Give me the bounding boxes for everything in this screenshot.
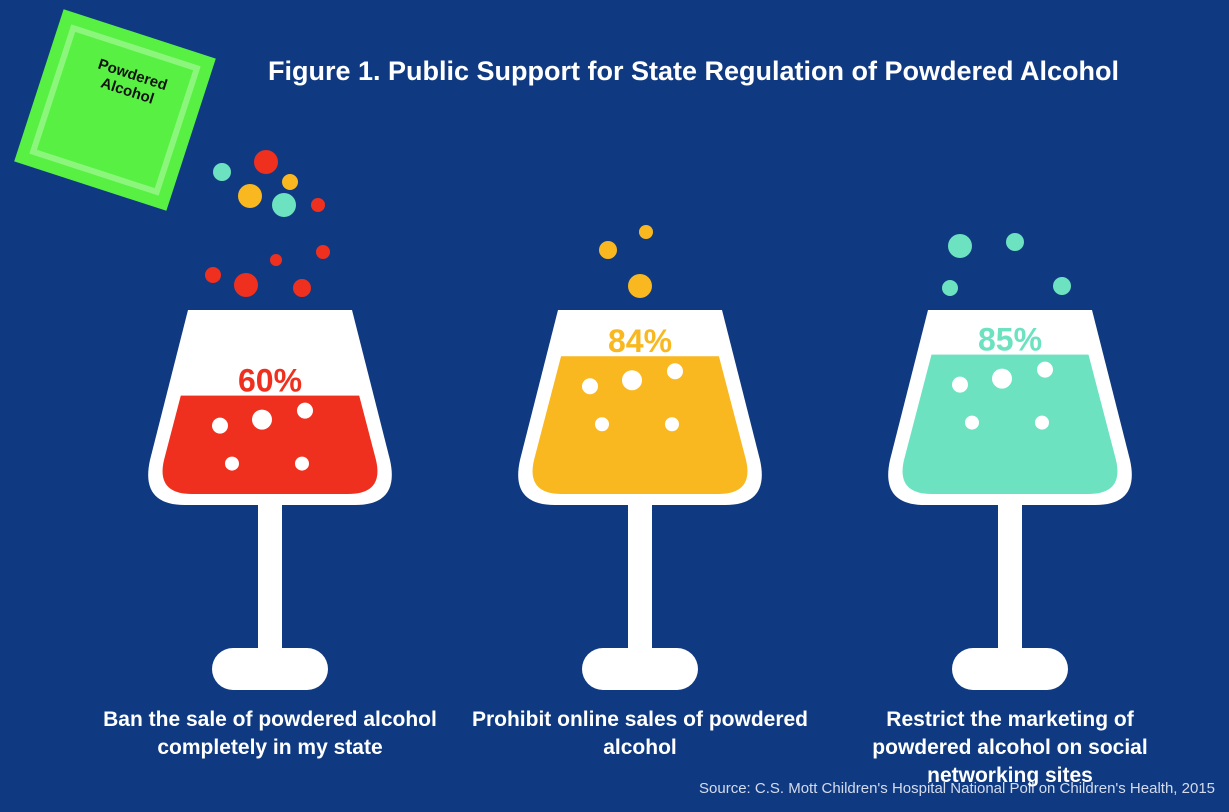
infographic: 60%84%85% Powdered Alcohol Figure 1. Pub…	[0, 0, 1229, 812]
value-label: 85%	[978, 322, 1042, 358]
glass-stem	[628, 500, 652, 655]
liquid-group	[140, 396, 400, 494]
chart: 60% 84% 85%	[0, 0, 1229, 812]
bubbles	[205, 150, 1071, 298]
bubble	[1037, 362, 1053, 378]
glass-base	[212, 648, 328, 690]
bubble	[992, 369, 1012, 389]
bubble	[212, 418, 228, 434]
category-label: Prohibit online sales of powdered alcoho…	[470, 706, 810, 762]
powder-packet	[14, 9, 216, 211]
bubble	[1035, 416, 1049, 430]
bubble	[297, 403, 313, 419]
bubble	[295, 457, 309, 471]
chart-title: Figure 1. Public Support for State Regul…	[268, 56, 1119, 87]
bubble	[252, 410, 272, 430]
bubble	[965, 416, 979, 430]
liquid	[140, 396, 400, 494]
bubble	[225, 457, 239, 471]
glass-stem	[258, 500, 282, 655]
bubble	[622, 370, 642, 390]
bubble	[595, 417, 609, 431]
glass-base	[952, 648, 1068, 690]
glass-stem	[998, 500, 1022, 655]
bubble	[582, 378, 598, 394]
glass-base	[582, 648, 698, 690]
value-label: 60%	[238, 363, 302, 399]
category-label: Restrict the marketing of powdered alcoh…	[840, 706, 1180, 790]
bubble	[667, 363, 683, 379]
category-label: Ban the sale of powdered alcohol complet…	[100, 706, 440, 762]
bubble	[952, 377, 968, 393]
bubble	[665, 417, 679, 431]
value-label: 84%	[608, 323, 672, 359]
